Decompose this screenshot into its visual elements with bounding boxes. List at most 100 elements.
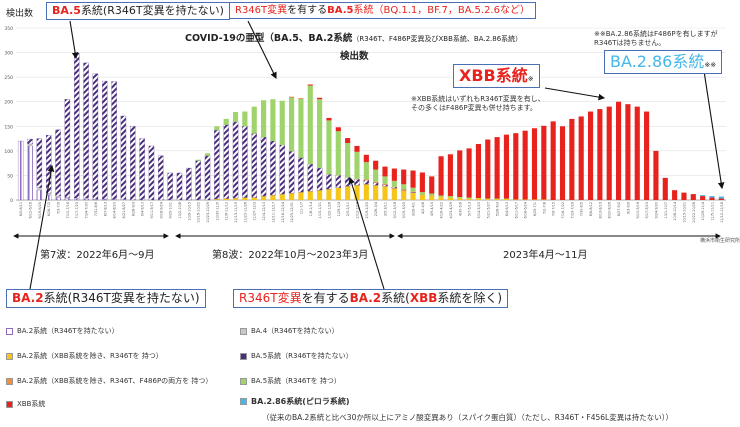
callout-arrow [247,20,277,79]
bar-xbb [550,121,556,200]
legend-ba286: BA.2.86系統(ピロラ系統) [240,396,350,407]
bar-ba5_r346t [289,97,295,152]
x-tick-label: 2/12-2/18 [355,202,359,218]
bar-ba5_no [139,138,145,201]
note-ba286: ※※BA.2.86系統はF486Pを有しますが R346Tは持ちません。 [594,30,718,48]
x-tick-label: 11/27-12/3 [253,202,257,221]
legend-swatch-ba4 [240,327,247,335]
x-tick-label: 1/1-1/7 [299,202,303,214]
bar-xbb [391,168,397,181]
y-axis-label: 検出数 [6,9,34,19]
bar-ba5_r346t [466,197,472,199]
bar-ba286 [700,195,706,197]
x-tick-label: 8/14-8/20 [113,202,117,218]
bar-ba5_no [120,115,127,200]
bar-ba5_no [214,130,220,200]
bar-xbb [587,111,594,200]
bar-xbb [326,117,332,121]
bar-ba5_r346t [391,180,397,187]
bar-ba5_r346t [447,196,453,198]
y-tick-label: 250 [4,75,13,81]
bar-xbb [662,177,668,200]
x-tick-label: 4/30-5/6 [458,202,462,216]
x-tick-label: 6/5-6/11 [19,202,23,216]
x-tick-label: 11/6-11/12 [225,202,229,221]
bar-ba2_no [36,190,43,201]
bar-ba5_r346t [382,176,388,184]
bar-ba5_r346t [317,99,323,169]
x-tick-label: 8/7-8/13 [103,202,107,216]
x-tick-label: 7/30-8/5 [580,202,584,216]
x-tick-label: 9/11-9/17 [150,202,154,218]
bar-ba5_no [148,145,155,201]
legend-swatch-ba2-f486p [6,377,13,385]
bar-ba4 [83,198,89,200]
bar-xbb [653,150,659,200]
x-tick-label: 9/10-9/16 [636,202,640,218]
bar-xbb [447,154,453,197]
bar-ba5_no [74,52,80,199]
x-tick-label: 10/22-10/28 [692,202,696,223]
legend-xbb: XBB系統 [6,399,45,409]
bar-ba5_r346t [298,98,304,158]
y-tick-label: 150 [4,124,13,130]
bar-xbb [307,84,313,86]
x-tick-label: 8/21-8/27 [122,202,126,218]
x-tick-label: 3/5-3/11 [384,202,388,216]
bar-xbb [401,169,407,185]
bar-xbb [709,197,715,200]
bar-xbb [410,170,416,188]
bar-ba5_r346t [419,192,425,195]
x-tick-label: 7/31-8/6 [94,202,98,216]
y-tick-label: 100 [4,149,13,155]
bar-ba2_r346t [494,199,500,200]
callout-ba5-no-r346t: BA.5系統(R346T変異を持たない) [46,2,230,21]
bar-ba5_no [354,179,360,186]
x-tick-label: 6/19-6/25 [38,202,42,218]
bar-xbb [485,139,491,199]
callout-xbb: XBB系統※ [453,64,540,88]
bar-ba2_f486p [373,181,379,183]
callout-arrow [544,87,606,101]
bar-ba2_r346t [401,190,407,200]
bar-ba5_r346t [438,195,444,198]
bar-ba5_r346t [326,120,332,175]
x-tick-label: 7/17-7/23 [75,202,79,218]
x-tick-label: 8/20-8/26 [608,202,612,218]
bar-ba5_r346t [223,118,229,125]
bar-ba5_no [223,124,229,199]
x-tick-label: 6/11-6/17 [514,202,518,218]
bar-xbb [382,166,388,177]
legend-ba5-r346t: BA.5系統（R346Tを 持つ） [240,376,341,386]
x-tick-label: 8/13-8/19 [598,202,602,218]
bar-ba5_r346t [251,106,257,134]
x-tick-label: 5/7-5/13 [468,202,472,216]
bar-ba5_r346t [335,131,341,176]
bar-ba2_no [55,197,61,201]
bar-ba4 [46,193,52,196]
bar-ba2_no [27,145,33,201]
x-tick-label: 11/20-11/26 [243,202,247,223]
y-tick-label: 200 [4,100,13,106]
bar-ba5_no [111,81,117,200]
bar-ba2_r346t [373,185,379,200]
x-tick-label: 12/4-12/10 [262,202,266,221]
bar-ba5_no [279,144,285,195]
legend-swatch-ba2-r346t [6,352,13,360]
bars [17,52,724,201]
bar-xbb [494,137,500,199]
bar-ba2_r346t [457,198,463,200]
x-tick-label: 1/29-2/4 [337,202,341,216]
bar-ba5_r346t [279,100,285,145]
bar-ba2_r346t [242,197,248,200]
x-tick-label: 1/22-1/28 [327,202,331,218]
bar-xbb [503,134,510,199]
callout-arrow [69,20,79,60]
bar-ba2_r346t [279,194,285,200]
x-tick-label: 8/28-9/3 [131,202,135,216]
x-tick-label: 4/16-4/22 [440,202,444,218]
x-tick-label: 6/12-6/18 [29,202,33,218]
bar-ba2_r346t [298,192,304,200]
x-tick-label: 10/16-10/22 [197,202,201,223]
